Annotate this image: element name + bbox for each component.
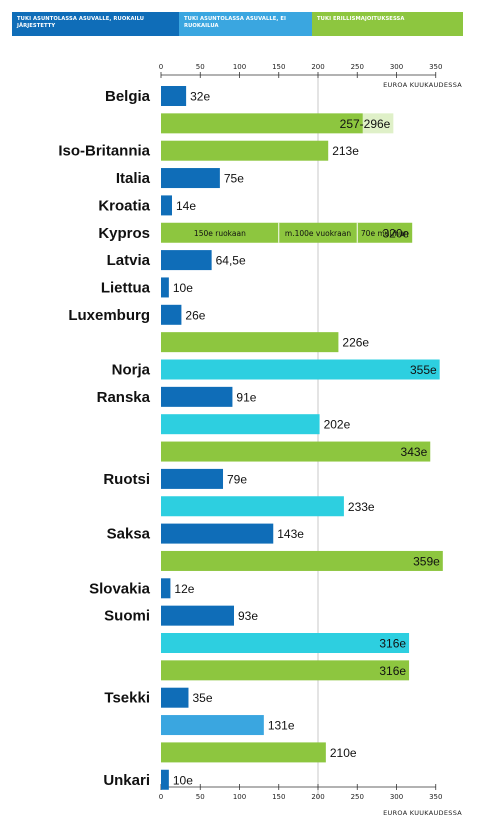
bar [161, 496, 344, 517]
bar [161, 769, 169, 790]
bar [161, 578, 171, 599]
bottom-axis-unit: EUROA KUUKAUDESSA [383, 809, 462, 817]
top-tick-label: 300 [390, 63, 403, 71]
bar [161, 523, 274, 544]
bar [161, 359, 440, 380]
bar [161, 742, 326, 763]
bar-range-extension [362, 113, 394, 134]
legend-item-asuntola-ruokailu: Tuki asuntolassa asuvalle, ruokailu järj… [12, 12, 179, 36]
bar [161, 550, 443, 571]
bar [161, 113, 363, 134]
bar [161, 140, 329, 161]
bottom-tick-label: 50 [196, 793, 205, 801]
value-label: 75e [224, 172, 244, 186]
value-label: 26e [185, 308, 205, 322]
value-label: 79e [227, 472, 247, 486]
bottom-tick-label: 350 [429, 793, 442, 801]
legend-item-asuntola-ei-ruokailua: Tuki asuntolassa asuvalle, ei ruokailua [179, 12, 312, 36]
x-axis-top: 0 50 100 150 200 250 300 350 EUROA KUUKAUDESSA [159, 63, 462, 89]
country-label: Norja [112, 362, 151, 379]
bar [161, 605, 235, 626]
bottom-tick-label: 0 [159, 793, 163, 801]
bar [161, 250, 212, 271]
chart-bars: Belgia 32e 257-296e Iso-Britannia 213e Italia… [58, 86, 443, 790]
country-label: Liettua [101, 279, 151, 296]
country-label: Unkari [103, 772, 150, 789]
top-tick-label: 100 [233, 63, 246, 71]
value-label: 131e [268, 719, 295, 733]
country-label: Latvia [107, 252, 151, 269]
country-label: Slovakia [89, 580, 151, 597]
segment-label: 70e muuhun [361, 229, 409, 238]
top-tick-label: 0 [159, 63, 163, 71]
value-label: 213e [332, 144, 359, 158]
value-label: 343e [401, 445, 428, 459]
value-label: 91e [236, 390, 256, 404]
value-label: 10e [173, 773, 193, 787]
bar [161, 414, 320, 435]
country-label: Saksa [107, 526, 151, 543]
bottom-tick-label: 100 [233, 793, 246, 801]
value-label: 12e [174, 582, 194, 596]
country-label: Ruotsi [103, 471, 150, 488]
value-label: 316e [379, 664, 406, 678]
value-label: 143e [277, 527, 304, 541]
legend-item-erillismajoitus: Tuki erillismajoituksessa [312, 12, 463, 36]
bar [161, 660, 410, 681]
value-label: 355e [410, 363, 437, 377]
country-label: Kypros [98, 225, 150, 242]
country-label: Iso-Britannia [58, 143, 150, 160]
top-axis-unit: EUROA KUUKAUDESSA [383, 81, 462, 89]
bar [161, 441, 431, 462]
bar [161, 715, 264, 736]
segment-label: 150e ruokaan [194, 229, 246, 238]
bar [161, 277, 169, 298]
value-label: 32e [190, 90, 210, 104]
bottom-tick-label: 300 [390, 793, 403, 801]
value-label: 35e [192, 691, 212, 705]
bar [161, 687, 189, 708]
bottom-tick-label: 250 [351, 793, 364, 801]
country-label: Ranska [97, 389, 151, 406]
value-label: 93e [238, 609, 258, 623]
legend: Tuki asuntolassa asuvalle, ruokailu järj… [12, 12, 463, 36]
value-label: 64,5e [216, 254, 246, 268]
bar [161, 86, 187, 106]
bar [161, 332, 339, 353]
country-label: Italia [116, 170, 151, 187]
value-label: 359e [413, 554, 440, 568]
value-label: 316e [379, 637, 406, 651]
value-label: 233e [348, 500, 375, 514]
country-label: Belgia [105, 88, 151, 105]
value-label: 257-296e [340, 117, 391, 131]
x-axis-bottom: 0 50 100 150 200 250 300 350 EUROA KUUKAUDESSA [159, 784, 462, 817]
top-tick-label: 50 [196, 63, 205, 71]
value-label: 320e [382, 226, 409, 240]
value-label: 10e [173, 281, 193, 295]
bar [161, 468, 224, 489]
segment-label: m.100e vuokraan [285, 229, 351, 238]
bar [161, 195, 172, 216]
top-tick-label: 150 [272, 63, 285, 71]
bottom-tick-label: 200 [311, 793, 324, 801]
bar [161, 304, 182, 325]
top-tick-label: 200 [311, 63, 324, 71]
bar [161, 168, 220, 189]
country-label: Suomi [104, 608, 150, 625]
bar [161, 633, 410, 653]
country-label: Kroatia [98, 197, 150, 214]
country-label: Luxemburg [68, 307, 150, 324]
bar [161, 386, 233, 407]
bar [161, 222, 413, 243]
value-label: 202e [324, 418, 351, 432]
bottom-tick-label: 150 [272, 793, 285, 801]
value-label: 210e [330, 746, 357, 760]
top-tick-label: 250 [351, 63, 364, 71]
value-label: 226e [342, 336, 369, 350]
country-label: Tsekki [104, 690, 150, 707]
value-label: 14e [176, 199, 196, 213]
top-tick-label: 350 [429, 63, 442, 71]
